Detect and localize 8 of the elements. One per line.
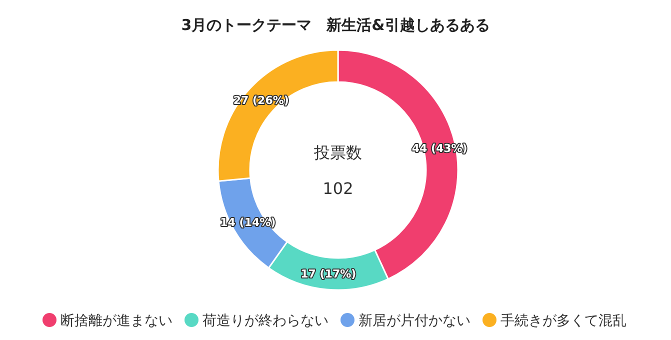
text: 102 xyxy=(322,179,354,198)
text: 投票数 xyxy=(313,143,362,162)
legend-label: 荷造りが終わらない xyxy=(202,313,328,329)
legend-label: 断捨離が進まない xyxy=(60,313,172,329)
legend-label: 手続きが多くて混乱 xyxy=(500,313,626,329)
data-label: 17 (17%) xyxy=(300,268,356,281)
chart-title: 3月のトークテーマ 新生活&引越しあるある xyxy=(181,16,490,34)
legend-label: 新居が片付かない xyxy=(358,313,470,329)
